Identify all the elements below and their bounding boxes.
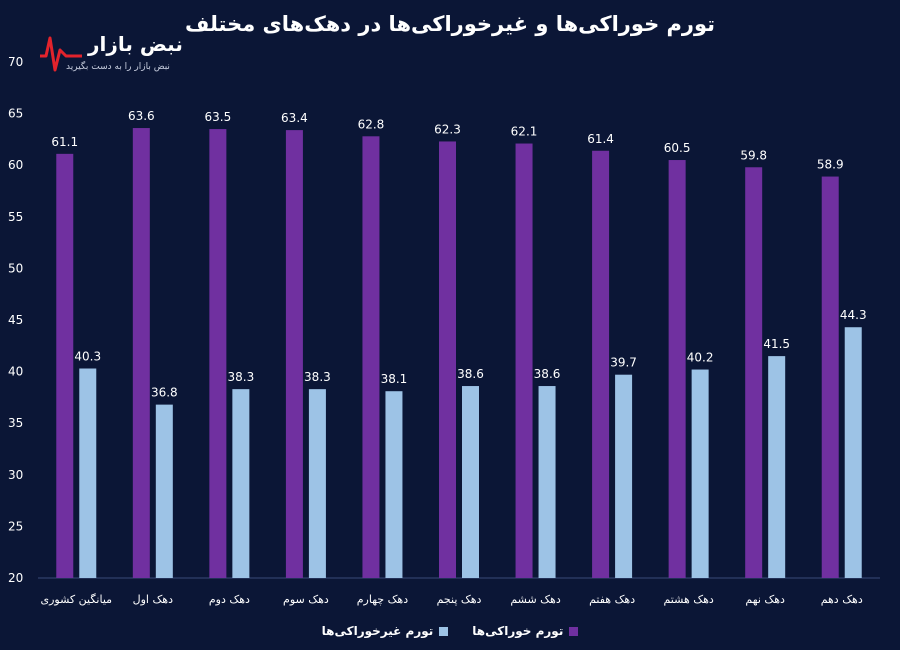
bar-food [209,129,227,578]
bar-nonfood [385,391,403,578]
x-tick-label: دهک دهم [821,593,863,606]
x-tick-label: دهک پنجم [437,593,482,606]
bar-food [56,153,74,578]
bar-food [362,136,380,578]
y-tick-label: 60 [8,158,23,172]
y-tick-label: 30 [8,468,23,482]
legend-label-food: تورم خوراکی‌ها [472,624,564,638]
data-label-nonfood: 41.5 [763,337,790,351]
legend-swatch-nonfood [439,626,449,636]
bar-nonfood [768,356,786,578]
x-tick-label: دهک سوم [283,593,329,606]
data-label-food: 62.1 [511,125,538,139]
data-label-nonfood: 38.6 [534,367,561,381]
legend-label-nonfood: تورم غیرخوراکی‌ها [321,624,434,638]
bar-food [821,176,839,578]
logo-pulse-icon [40,36,82,72]
data-label-food: 63.6 [128,109,155,123]
data-label-food: 62.8 [358,117,385,131]
data-label-nonfood: 44.3 [840,308,867,322]
legend-swatch-food [569,626,579,636]
x-tick-label: دهک هشتم [663,593,713,606]
bar-nonfood [538,386,556,578]
chart-title: تورم خوراکی‌ها و غیرخوراکی‌ها در دهک‌های… [184,12,716,36]
x-tick-label: دهک دوم [209,593,250,606]
x-tick-label: دهک اول [133,593,174,606]
legend-item-food: تورم خوراکی‌ها [472,624,579,638]
x-tick-label: میانگین کشوری [40,593,112,606]
data-label-nonfood: 36.8 [151,386,178,400]
y-tick-label: 50 [8,261,23,275]
y-tick-label: 55 [8,210,23,224]
data-label-nonfood: 38.3 [228,370,255,384]
data-label-nonfood: 38.6 [457,367,484,381]
bar-nonfood [155,404,173,578]
legend: تورم خوراکی‌ها تورم غیرخوراکی‌ها [0,624,900,638]
data-label-food: 63.5 [205,110,232,124]
data-label-nonfood: 38.1 [381,372,408,386]
bar-food [592,150,610,578]
legend-item-nonfood: تورم غیرخوراکی‌ها [322,624,449,638]
x-tick-label: دهک ششم [510,593,560,606]
data-label-nonfood: 39.7 [610,356,637,370]
y-tick-label: 40 [8,365,23,379]
bar-food [439,141,456,579]
bar-nonfood [308,389,326,578]
x-tick-label: دهک هفتم [589,593,635,606]
y-tick-label: 65 [8,107,23,121]
data-label-food: 60.5 [664,141,691,155]
data-label-food: 61.1 [51,135,78,149]
logo-name: نبض بازار [88,32,184,56]
data-label-nonfood: 40.3 [74,350,101,364]
bar-nonfood [232,389,250,578]
bar-nonfood [615,374,633,578]
logo-tagline: نبض بازار را به دست بگیرید [66,62,170,72]
y-tick-label: 25 [8,519,23,533]
bar-food [668,160,686,579]
y-tick-label: 70 [8,55,23,69]
y-tick-label: 45 [8,313,23,327]
data-label-nonfood: 38.3 [304,370,331,384]
bar-food [745,167,763,578]
bar-nonfood [691,369,709,578]
bar-nonfood [844,327,862,578]
bar-nonfood [79,368,97,578]
y-tick-label: 20 [8,571,23,585]
bar-food [515,143,533,578]
data-label-food: 59.8 [740,148,767,162]
data-label-food: 62.3 [434,122,461,136]
x-tick-label: دهک چهارم [357,593,408,606]
bar-food [132,128,150,578]
data-label-food: 58.9 [817,158,844,172]
data-label-nonfood: 40.2 [687,351,714,365]
data-label-food: 63.4 [281,111,308,125]
data-label-food: 61.4 [587,132,614,146]
bar-nonfood [462,386,479,578]
y-tick-label: 35 [8,416,23,430]
bar-food [285,130,303,578]
x-tick-label: دهک نهم [745,593,785,606]
